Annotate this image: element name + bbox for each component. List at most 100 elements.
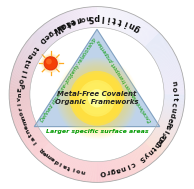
Wedge shape — [10, 80, 31, 84]
Wedge shape — [134, 150, 147, 167]
Wedge shape — [52, 19, 63, 37]
Wedge shape — [117, 159, 123, 179]
Wedge shape — [162, 109, 183, 114]
Wedge shape — [164, 84, 184, 88]
Wedge shape — [58, 15, 68, 34]
Wedge shape — [152, 43, 169, 56]
Wedge shape — [84, 161, 88, 181]
Wedge shape — [145, 141, 161, 156]
Wedge shape — [164, 96, 185, 97]
Wedge shape — [152, 45, 170, 57]
Wedge shape — [15, 119, 35, 127]
Wedge shape — [155, 128, 173, 139]
Wedge shape — [9, 94, 30, 95]
Wedge shape — [124, 14, 133, 33]
Wedge shape — [95, 162, 96, 182]
Wedge shape — [116, 10, 123, 30]
Wedge shape — [99, 7, 101, 27]
Wedge shape — [117, 158, 124, 178]
Wedge shape — [107, 161, 111, 181]
Wedge shape — [25, 132, 42, 145]
Wedge shape — [164, 89, 185, 91]
Wedge shape — [14, 64, 34, 72]
Circle shape — [81, 82, 113, 114]
Wedge shape — [91, 161, 93, 182]
Wedge shape — [150, 135, 167, 149]
Wedge shape — [154, 49, 173, 60]
Wedge shape — [164, 96, 185, 98]
Wedge shape — [13, 114, 33, 121]
Wedge shape — [141, 29, 156, 45]
Wedge shape — [101, 7, 103, 28]
Wedge shape — [132, 19, 143, 37]
Wedge shape — [11, 108, 31, 114]
Wedge shape — [9, 95, 30, 96]
Wedge shape — [155, 127, 174, 138]
Wedge shape — [163, 106, 184, 111]
Text: a: a — [30, 135, 36, 142]
Wedge shape — [47, 150, 60, 167]
Wedge shape — [148, 37, 164, 51]
Wedge shape — [161, 112, 182, 119]
Wedge shape — [30, 138, 46, 152]
Wedge shape — [98, 162, 99, 182]
Wedge shape — [48, 21, 60, 39]
Wedge shape — [54, 153, 65, 172]
Wedge shape — [16, 59, 36, 68]
Wedge shape — [117, 11, 124, 31]
Wedge shape — [67, 12, 75, 31]
Wedge shape — [88, 7, 91, 28]
Wedge shape — [159, 119, 179, 127]
Wedge shape — [69, 11, 76, 31]
Wedge shape — [71, 159, 78, 179]
Text: Excellent electron transport properties: Excellent electron transport properties — [97, 38, 153, 122]
Wedge shape — [26, 134, 43, 147]
Wedge shape — [13, 67, 33, 74]
Wedge shape — [73, 159, 79, 179]
Wedge shape — [164, 97, 185, 98]
Wedge shape — [10, 81, 31, 85]
Wedge shape — [100, 161, 102, 182]
Wedge shape — [119, 12, 127, 31]
Wedge shape — [163, 78, 184, 83]
Wedge shape — [164, 83, 184, 86]
Circle shape — [42, 55, 59, 71]
Wedge shape — [159, 60, 178, 69]
Wedge shape — [146, 34, 161, 49]
Wedge shape — [76, 9, 82, 29]
Wedge shape — [163, 77, 183, 82]
Wedge shape — [32, 140, 48, 154]
Wedge shape — [109, 8, 113, 29]
Wedge shape — [15, 119, 35, 127]
Wedge shape — [123, 156, 132, 175]
Wedge shape — [12, 73, 32, 79]
Wedge shape — [113, 9, 118, 29]
Wedge shape — [163, 79, 184, 83]
Text: S: S — [138, 154, 145, 162]
Wedge shape — [150, 135, 167, 148]
Wedge shape — [46, 22, 59, 40]
Wedge shape — [36, 143, 51, 158]
Wedge shape — [158, 57, 177, 66]
Wedge shape — [150, 136, 166, 149]
Wedge shape — [77, 160, 82, 180]
Wedge shape — [56, 154, 67, 173]
Wedge shape — [119, 158, 126, 178]
Text: t: t — [70, 17, 75, 24]
Text: t: t — [64, 18, 71, 28]
Wedge shape — [86, 7, 89, 28]
Wedge shape — [37, 144, 52, 159]
Wedge shape — [151, 134, 168, 147]
Wedge shape — [98, 7, 99, 27]
Wedge shape — [43, 147, 56, 164]
Wedge shape — [10, 103, 30, 106]
Wedge shape — [162, 71, 182, 77]
Wedge shape — [82, 8, 87, 28]
Wedge shape — [43, 25, 56, 42]
Wedge shape — [120, 12, 128, 32]
Wedge shape — [12, 110, 32, 116]
Wedge shape — [95, 7, 96, 27]
Wedge shape — [42, 147, 56, 164]
Wedge shape — [126, 155, 136, 174]
Wedge shape — [94, 162, 95, 182]
